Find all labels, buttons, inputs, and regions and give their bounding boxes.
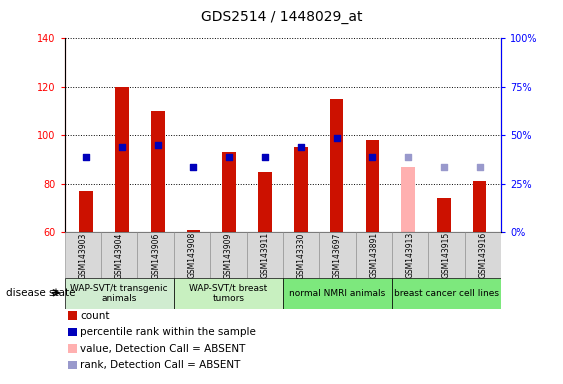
Text: percentile rank within the sample: percentile rank within the sample <box>80 327 256 337</box>
Text: count: count <box>80 311 109 321</box>
Text: GSM143916: GSM143916 <box>479 232 488 278</box>
Bar <box>319 232 356 278</box>
Bar <box>151 111 164 232</box>
Text: GSM143913: GSM143913 <box>406 232 415 278</box>
Bar <box>392 232 428 278</box>
Text: WAP-SVT/t transgenic
animals: WAP-SVT/t transgenic animals <box>70 284 168 303</box>
Text: GSM143911: GSM143911 <box>260 232 269 278</box>
Bar <box>428 232 464 278</box>
Point <box>475 164 484 170</box>
Bar <box>283 278 392 309</box>
Bar <box>174 278 283 309</box>
Bar <box>330 99 343 232</box>
Bar <box>464 232 501 278</box>
Point <box>404 154 413 160</box>
Text: GSM143909: GSM143909 <box>224 232 233 278</box>
Bar <box>258 172 272 232</box>
Text: GDS2514 / 1448029_at: GDS2514 / 1448029_at <box>201 10 362 23</box>
Text: normal NMRI animals: normal NMRI animals <box>289 289 386 298</box>
Text: GSM143891: GSM143891 <box>369 232 378 278</box>
Bar <box>65 232 101 278</box>
Point <box>82 154 91 160</box>
Bar <box>79 191 93 232</box>
Bar <box>365 140 379 232</box>
Bar <box>283 232 319 278</box>
Bar <box>101 232 137 278</box>
Bar <box>65 278 174 309</box>
Text: GSM143904: GSM143904 <box>115 232 124 278</box>
Text: GSM143906: GSM143906 <box>151 232 160 278</box>
Text: breast cancer cell lines: breast cancer cell lines <box>394 289 499 298</box>
Bar <box>473 181 486 232</box>
Bar <box>137 232 174 278</box>
Point <box>189 164 198 170</box>
Point <box>153 142 162 148</box>
Point <box>225 154 234 160</box>
Bar <box>187 230 200 232</box>
Bar <box>356 232 392 278</box>
Text: disease state: disease state <box>6 288 75 298</box>
Bar <box>294 147 307 232</box>
Bar <box>401 167 415 232</box>
Text: rank, Detection Call = ABSENT: rank, Detection Call = ABSENT <box>80 360 240 370</box>
Point <box>296 144 305 151</box>
Point <box>261 154 270 160</box>
Bar <box>247 232 283 278</box>
Bar <box>115 87 129 232</box>
Bar <box>392 278 501 309</box>
Text: GSM143697: GSM143697 <box>333 232 342 278</box>
Text: GSM143915: GSM143915 <box>442 232 451 278</box>
Point <box>118 144 127 151</box>
Text: GSM143908: GSM143908 <box>187 232 196 278</box>
Bar <box>174 232 210 278</box>
Bar <box>222 152 236 232</box>
Text: value, Detection Call = ABSENT: value, Detection Call = ABSENT <box>80 344 245 354</box>
Point <box>332 135 341 141</box>
Point <box>439 164 448 170</box>
Bar <box>210 232 247 278</box>
Bar <box>437 199 450 232</box>
Text: GSM143903: GSM143903 <box>78 232 87 278</box>
Text: GSM143330: GSM143330 <box>297 232 306 278</box>
Point <box>368 154 377 160</box>
Text: WAP-SVT/t breast
tumors: WAP-SVT/t breast tumors <box>189 284 267 303</box>
